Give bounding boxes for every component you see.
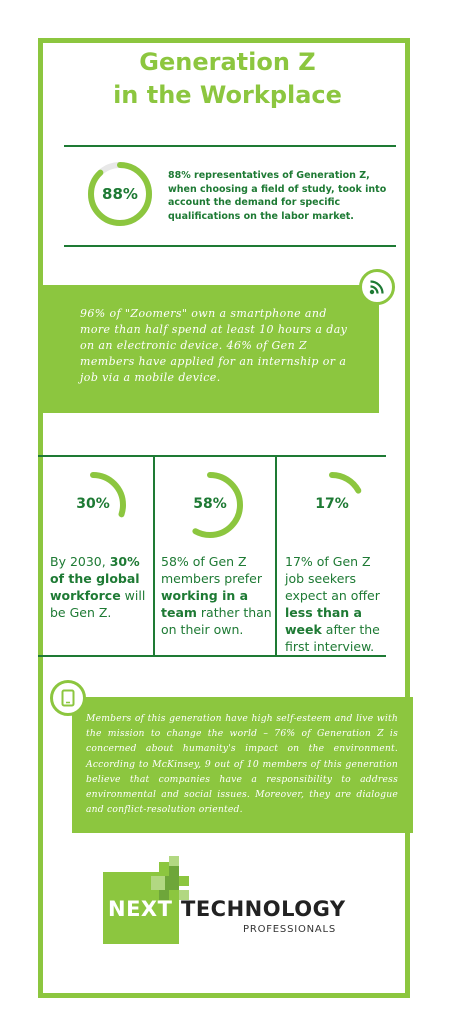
ring-progress [60,472,126,538]
columns-divider-top [38,455,386,457]
stat-30-text-1: By 2030, [50,554,110,569]
logo-pixel [159,862,169,872]
page-frame [38,38,410,998]
stat-58-text-bold: working in a team [161,588,249,620]
logo-next: NEXT [108,897,173,921]
stat-30-text: By 2030, 30% of the global workforce wil… [50,553,150,621]
stat-30-label: 30% [76,496,110,512]
logo-pixel [179,890,189,900]
stat-58-text: 58% of Gen Z members prefer working in a… [161,553,273,638]
logo-pixel [169,856,179,866]
logo-technology: TECHNOLOGY [181,897,346,921]
smartphone-box [38,285,379,413]
stat-17-text-bold: less than a week [285,605,362,637]
columns-divider-bottom [38,655,386,657]
stat-ring-88 [88,162,152,226]
stat-17-label: 17% [315,496,349,512]
stat-17-text: 17% of Gen Z job seekers expect an offer… [285,553,385,655]
logo-professionals: PROFESSIONALS [243,924,337,935]
stat-17-text-2: after the first interview. [285,622,380,654]
logo-pixel [151,876,165,890]
stat-30-text-2: will be Gen Z. [50,588,146,620]
smartphone-box-text: 96% of "Zoomers" own a smartphone and mo… [80,307,348,384]
column-separator-1 [153,456,155,656]
stat-ring-17 [299,472,365,538]
page-title: Generation Z in the Workplace [0,46,455,112]
stat-58-label: 58% [193,496,227,512]
stat-88-label: 88% [102,185,138,203]
title-line-2: in the Workplace [113,81,342,109]
values-box-text: Members of this generation have high sel… [86,713,398,816]
title-line-1: Generation Z [139,48,316,76]
logo-pixel [179,876,189,886]
divider-top [64,145,396,147]
stat-17-text-1: 17% of Gen Z job seekers expect an offer [285,554,380,603]
values-box [72,697,413,833]
divider-bottom [64,245,396,247]
rss-icon [359,269,395,305]
column-separator-2 [275,456,277,656]
stat-30-text-bold: 30% of the global workforce [50,554,140,603]
logo-pixel [159,890,169,900]
logo-pixel [165,876,179,890]
stat-58-text-2: rather than on their own. [161,605,272,637]
stat-ring-58 [177,472,243,538]
ring-progress [177,472,243,538]
stat-ring-30 [60,472,126,538]
ring-progress [88,162,152,226]
tablet-icon [50,680,86,716]
stat-88-text: 88% representatives of Generation Z, whe… [168,170,387,222]
logo-pixel [169,866,179,876]
stat-58-text-1: 58% of Gen Z members prefer [161,554,263,586]
ring-progress [299,472,365,538]
